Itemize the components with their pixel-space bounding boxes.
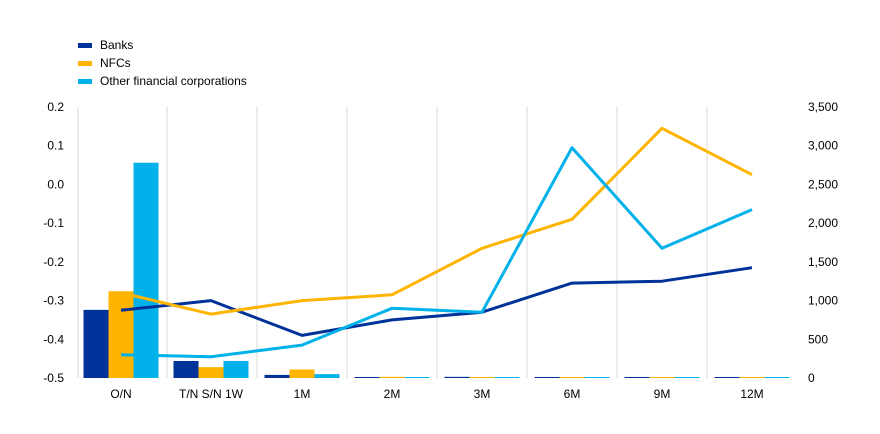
- line-other-financial-corporations: [120, 146, 753, 359]
- bar-other-financial-corporations: [674, 377, 700, 378]
- bar-banks: [714, 377, 740, 378]
- bar-banks: [83, 309, 109, 378]
- bar-other-financial-corporations: [494, 377, 520, 378]
- bar-nfcs: [559, 377, 585, 378]
- x-tick-label: 6M: [564, 387, 581, 401]
- x-tick-label: 9M: [654, 387, 671, 401]
- bar-other-financial-corporations: [584, 377, 610, 378]
- bar-nfcs: [198, 367, 224, 378]
- right-axis: 3,500 3,000 2,500 2,000 1,500 1,000 500 0: [808, 100, 838, 385]
- right-tick-label: 1,000: [808, 294, 838, 308]
- right-tick-label: 2,000: [808, 216, 838, 230]
- line-banks: [120, 266, 753, 337]
- left-axis: 0.2 0.1 0.0 -0.1 -0.2 -0.3 -0.4 -0.5: [43, 100, 64, 385]
- legend-swatch: [78, 79, 92, 84]
- x-tick-label: O/N: [110, 387, 131, 401]
- series-lines: [120, 126, 753, 359]
- legend-swatch: [78, 43, 92, 48]
- bar-nfcs: [469, 377, 495, 378]
- right-tick-label: 0: [808, 371, 815, 385]
- bar-nfcs: [649, 377, 675, 378]
- left-tick-label: 0.0: [47, 177, 64, 191]
- legend-label: Other financial corporations: [100, 74, 247, 88]
- right-tick-label: 500: [808, 332, 828, 346]
- left-tick-label: 0.2: [47, 100, 64, 114]
- right-tick-label: 3,500: [808, 100, 838, 114]
- bar-other-financial-corporations: [764, 377, 790, 378]
- x-axis: O/N T/N S/N 1W 1M 2M 3M 6M 9M 12M: [110, 387, 763, 401]
- legend-label: Banks: [100, 38, 133, 52]
- bar-nfcs: [739, 377, 765, 378]
- bar-other-financial-corporations: [133, 162, 159, 378]
- bar-other-financial-corporations: [314, 374, 340, 378]
- bar-nfcs: [379, 376, 405, 378]
- left-tick-label: -0.1: [43, 216, 64, 230]
- grid-lines: [77, 107, 708, 378]
- x-tick-label: 3M: [474, 387, 491, 401]
- right-tick-label: 1,500: [808, 255, 838, 269]
- legend-swatch: [78, 61, 92, 66]
- bar-banks: [624, 377, 650, 378]
- bar-banks: [264, 374, 290, 378]
- bar-nfcs: [108, 291, 134, 378]
- legend-label: NFCs: [100, 56, 131, 70]
- x-tick-label: 2M: [384, 387, 401, 401]
- x-tick-label: 1M: [294, 387, 311, 401]
- legend: Banks NFCs Other financial corporations: [78, 38, 247, 88]
- left-tick-label: -0.3: [43, 294, 64, 308]
- left-tick-label: -0.4: [43, 332, 64, 346]
- bar-other-financial-corporations: [404, 377, 430, 378]
- right-tick-label: 2,500: [808, 177, 838, 191]
- x-tick-label: 12M: [740, 387, 763, 401]
- bar-other-financial-corporations: [223, 360, 249, 378]
- left-tick-label: -0.2: [43, 255, 64, 269]
- left-tick-label: 0.1: [47, 139, 64, 153]
- bar-banks: [354, 377, 380, 378]
- bar-nfcs: [289, 369, 315, 378]
- right-tick-label: 3,000: [808, 139, 838, 153]
- bars: [83, 162, 790, 378]
- bar-banks: [534, 377, 560, 378]
- x-tick-label: T/N S/N 1W: [179, 387, 244, 401]
- bar-banks: [444, 376, 470, 378]
- bar-banks: [173, 360, 199, 378]
- line-nfcs: [120, 126, 753, 316]
- left-tick-label: -0.5: [43, 371, 64, 385]
